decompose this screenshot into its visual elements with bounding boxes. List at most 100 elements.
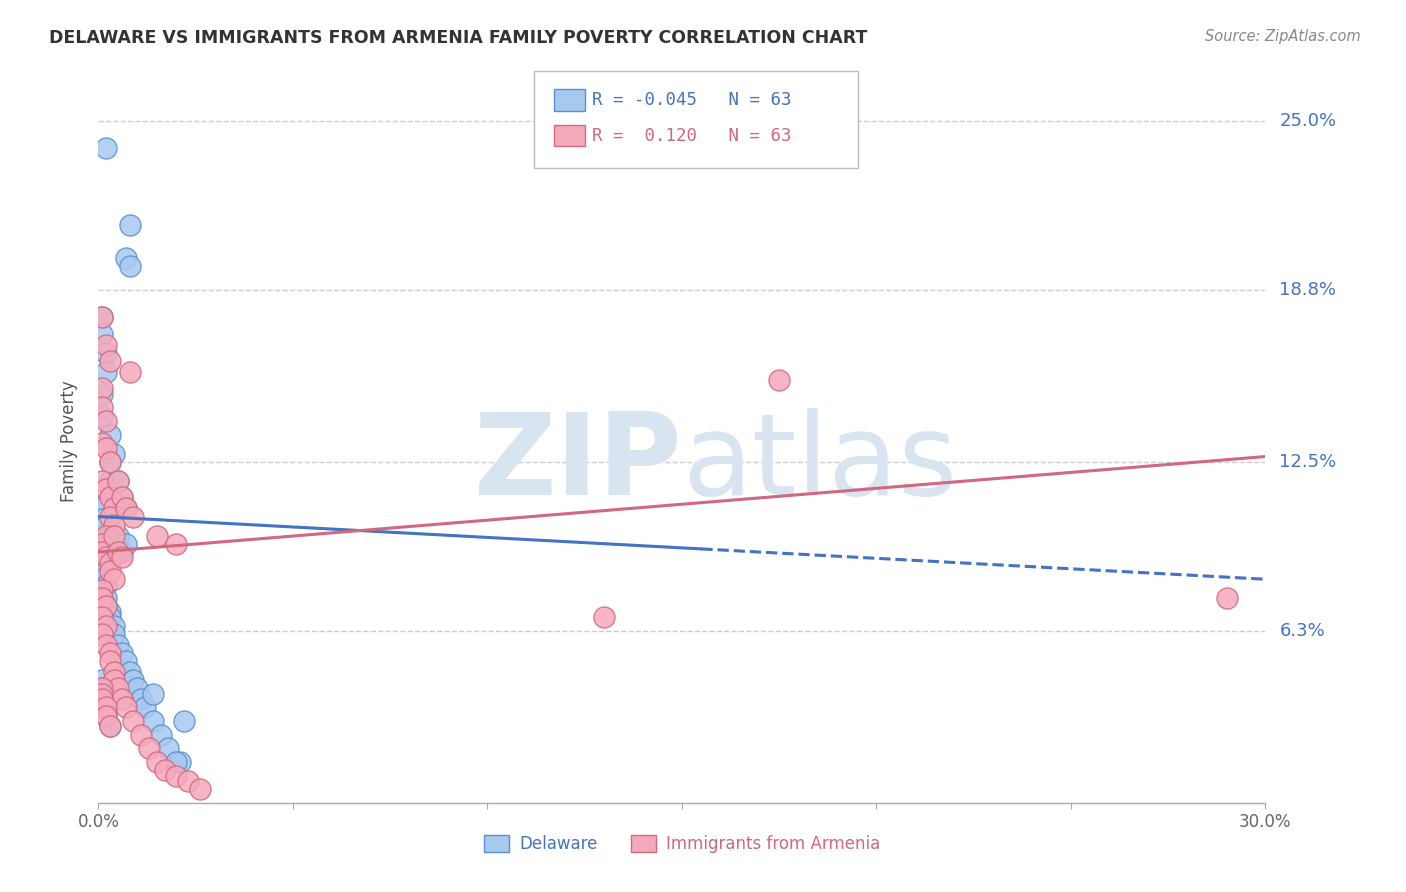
Point [118, 365, 141, 379]
Point [98, 564, 121, 578]
Point [103, 626, 125, 640]
Point [129, 728, 152, 742]
Point [96, 414, 118, 428]
Point [98, 474, 121, 488]
Point [96, 577, 118, 591]
Point [91, 591, 114, 606]
Point [107, 545, 129, 559]
Point [91, 310, 114, 325]
Point [98, 427, 121, 442]
Point [103, 665, 125, 679]
Point [146, 528, 169, 542]
Point [91, 687, 114, 701]
Point [103, 537, 125, 551]
Point [129, 692, 152, 706]
Point [91, 409, 114, 423]
Point [149, 728, 172, 742]
Point [91, 583, 114, 598]
Point [142, 714, 165, 728]
Point [111, 550, 134, 565]
Point [169, 755, 191, 769]
Point [768, 373, 790, 387]
Point [114, 700, 136, 714]
Point [138, 741, 160, 756]
Point [98, 528, 121, 542]
Point [111, 646, 134, 660]
Point [98, 646, 121, 660]
Point [96, 528, 118, 542]
Point [98, 354, 121, 368]
Point [153, 763, 176, 777]
Point [91, 501, 114, 516]
Point [103, 618, 125, 632]
Point [96, 442, 118, 456]
Point [98, 455, 121, 469]
Point [98, 719, 121, 733]
Point [96, 599, 118, 614]
Point [98, 556, 121, 570]
Point [111, 692, 134, 706]
Point [91, 436, 114, 450]
Point [98, 605, 121, 619]
Point [103, 572, 125, 586]
Text: Source: ZipAtlas.com: Source: ZipAtlas.com [1205, 29, 1361, 44]
Text: R = -0.045   N = 63: R = -0.045 N = 63 [592, 91, 792, 109]
Point [91, 564, 114, 578]
Point [98, 509, 121, 524]
Point [114, 537, 136, 551]
Point [91, 687, 114, 701]
Point [91, 310, 114, 325]
Point [107, 474, 129, 488]
Text: atlas: atlas [682, 408, 957, 519]
Point [188, 782, 211, 797]
Point [91, 681, 114, 696]
Point [91, 681, 114, 696]
Text: 18.8%: 18.8% [1279, 281, 1337, 299]
Point [107, 545, 129, 559]
Point [91, 692, 114, 706]
Point [103, 528, 125, 542]
Point [96, 618, 118, 632]
Point [98, 719, 121, 733]
Point [98, 610, 121, 624]
Point [91, 610, 114, 624]
Point [118, 218, 141, 232]
Point [142, 687, 165, 701]
Text: 12.5%: 12.5% [1279, 453, 1337, 471]
Point [122, 714, 145, 728]
Point [114, 251, 136, 265]
Point [91, 545, 114, 559]
Point [91, 572, 114, 586]
Point [91, 401, 114, 415]
Text: R =  0.120   N = 63: R = 0.120 N = 63 [592, 127, 792, 145]
Point [98, 455, 121, 469]
Point [165, 755, 187, 769]
Point [103, 447, 125, 461]
Point [103, 673, 125, 687]
Point [107, 681, 129, 696]
Point [122, 673, 145, 687]
Point [96, 638, 118, 652]
Point [157, 741, 180, 756]
Point [107, 474, 129, 488]
Point [107, 528, 129, 542]
Point [96, 708, 118, 723]
Point [114, 501, 136, 516]
Point [118, 259, 141, 273]
Point [91, 326, 114, 341]
Point [96, 141, 118, 155]
Point [91, 381, 114, 395]
Point [118, 665, 141, 679]
Point [91, 626, 114, 640]
Point [96, 517, 118, 532]
Point [111, 545, 134, 559]
Point [96, 346, 118, 360]
Point [96, 550, 118, 565]
Point [127, 681, 149, 696]
Point [91, 512, 114, 526]
Point [103, 482, 125, 496]
Text: 25.0%: 25.0% [1279, 112, 1337, 130]
Point [91, 673, 114, 687]
Point [146, 755, 169, 769]
Point [165, 537, 187, 551]
